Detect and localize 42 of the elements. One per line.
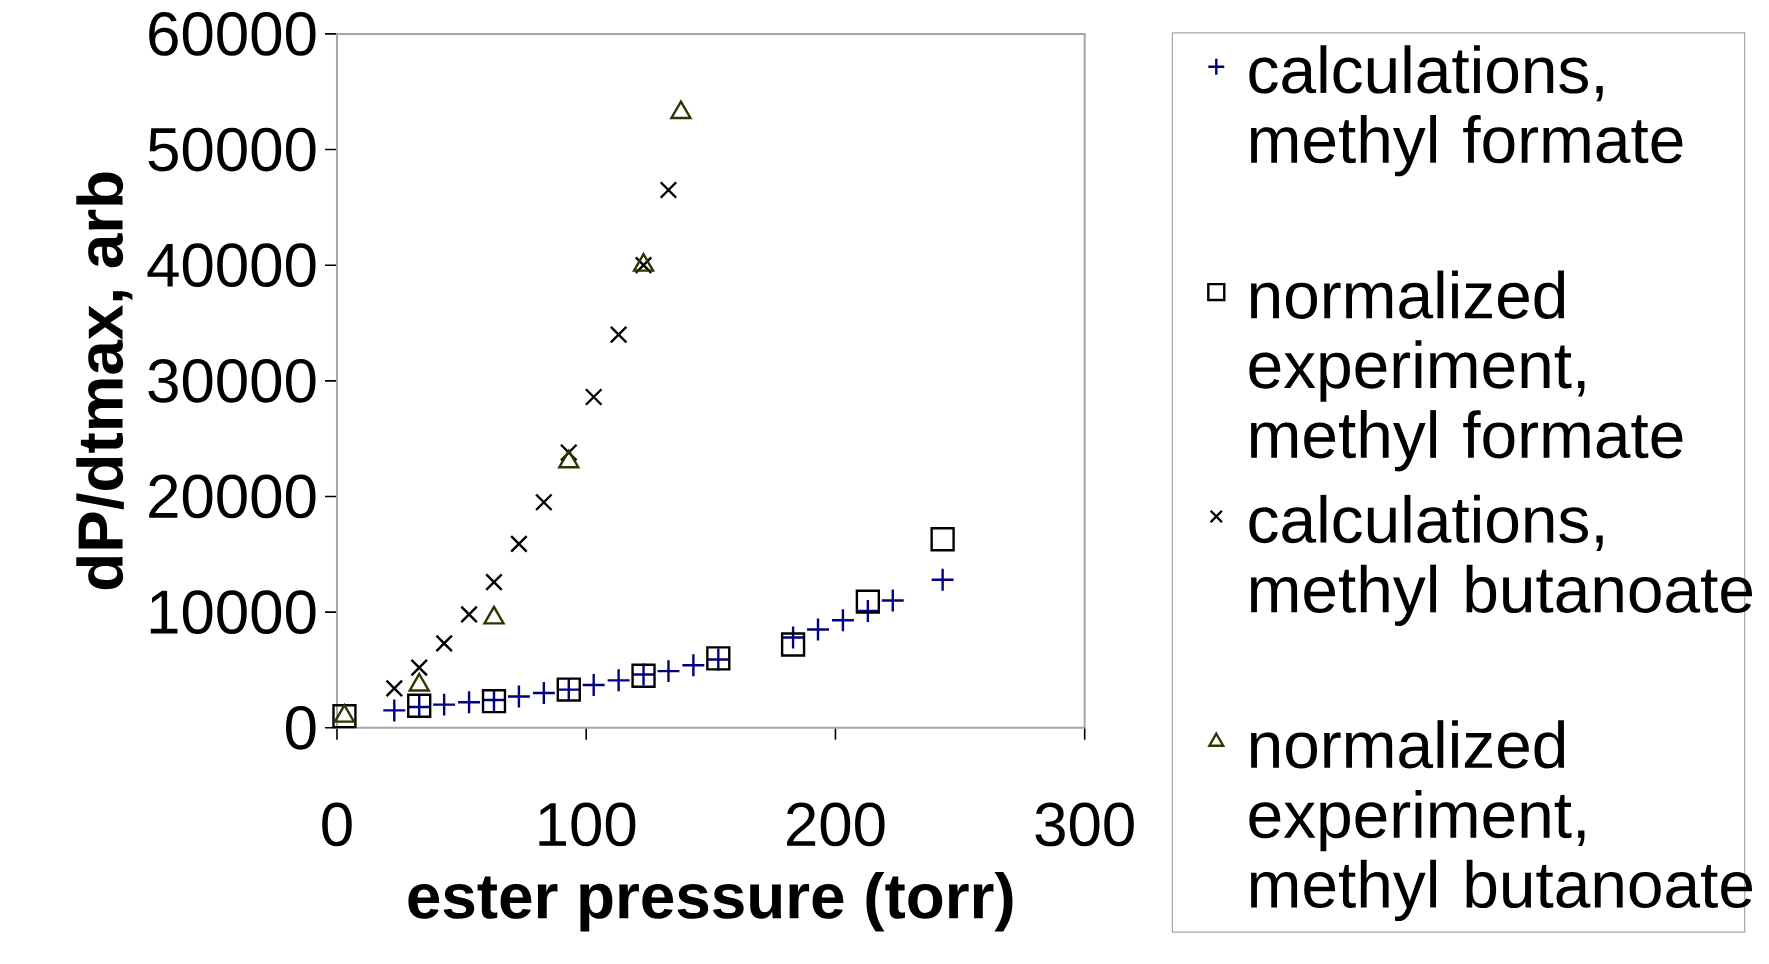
point — [931, 568, 954, 591]
point — [433, 693, 456, 716]
y-axis-title: dP/dtmax, arb — [76, 172, 133, 590]
point — [458, 691, 481, 714]
point — [485, 573, 503, 591]
y-tick-label: 30000 — [148, 358, 316, 403]
point — [559, 443, 578, 462]
point — [807, 618, 829, 641]
point — [609, 325, 628, 344]
x-tick-label: 0 — [322, 802, 352, 847]
point — [385, 679, 404, 698]
point — [410, 658, 429, 677]
point — [509, 534, 528, 553]
point — [582, 673, 605, 696]
point — [507, 685, 530, 708]
point — [659, 181, 678, 199]
y-tick-label: 40000 — [147, 243, 316, 288]
y-tick-label: 60000 — [149, 12, 316, 56]
point — [657, 660, 680, 683]
point — [607, 669, 630, 692]
x-tick-label: 200 — [786, 802, 885, 847]
y-tick-label: 50000 — [148, 127, 316, 172]
point — [780, 632, 806, 657]
point — [855, 589, 881, 614]
point — [383, 699, 406, 722]
x-axis-title: ester pressure (torr) — [408, 872, 1013, 932]
point — [682, 654, 705, 677]
x-tick-label: 300 — [1035, 802, 1134, 847]
legend-label: normalized experiment, methyl butanoate — [1249, 720, 1753, 922]
y-tick-label: 0 — [286, 705, 316, 750]
point — [435, 634, 454, 653]
point — [534, 493, 553, 512]
y-tick-label: 20000 — [149, 474, 316, 519]
legend-label: calculations, methyl butanoate — [1249, 494, 1753, 626]
point — [460, 605, 479, 624]
point — [584, 388, 603, 406]
point — [332, 704, 357, 729]
legend-label: calculations, methyl formate — [1249, 45, 1683, 177]
point — [930, 527, 955, 552]
x-tick-label: 100 — [539, 802, 636, 847]
point — [881, 589, 904, 612]
y-tick-label: 10000 — [150, 590, 316, 634]
